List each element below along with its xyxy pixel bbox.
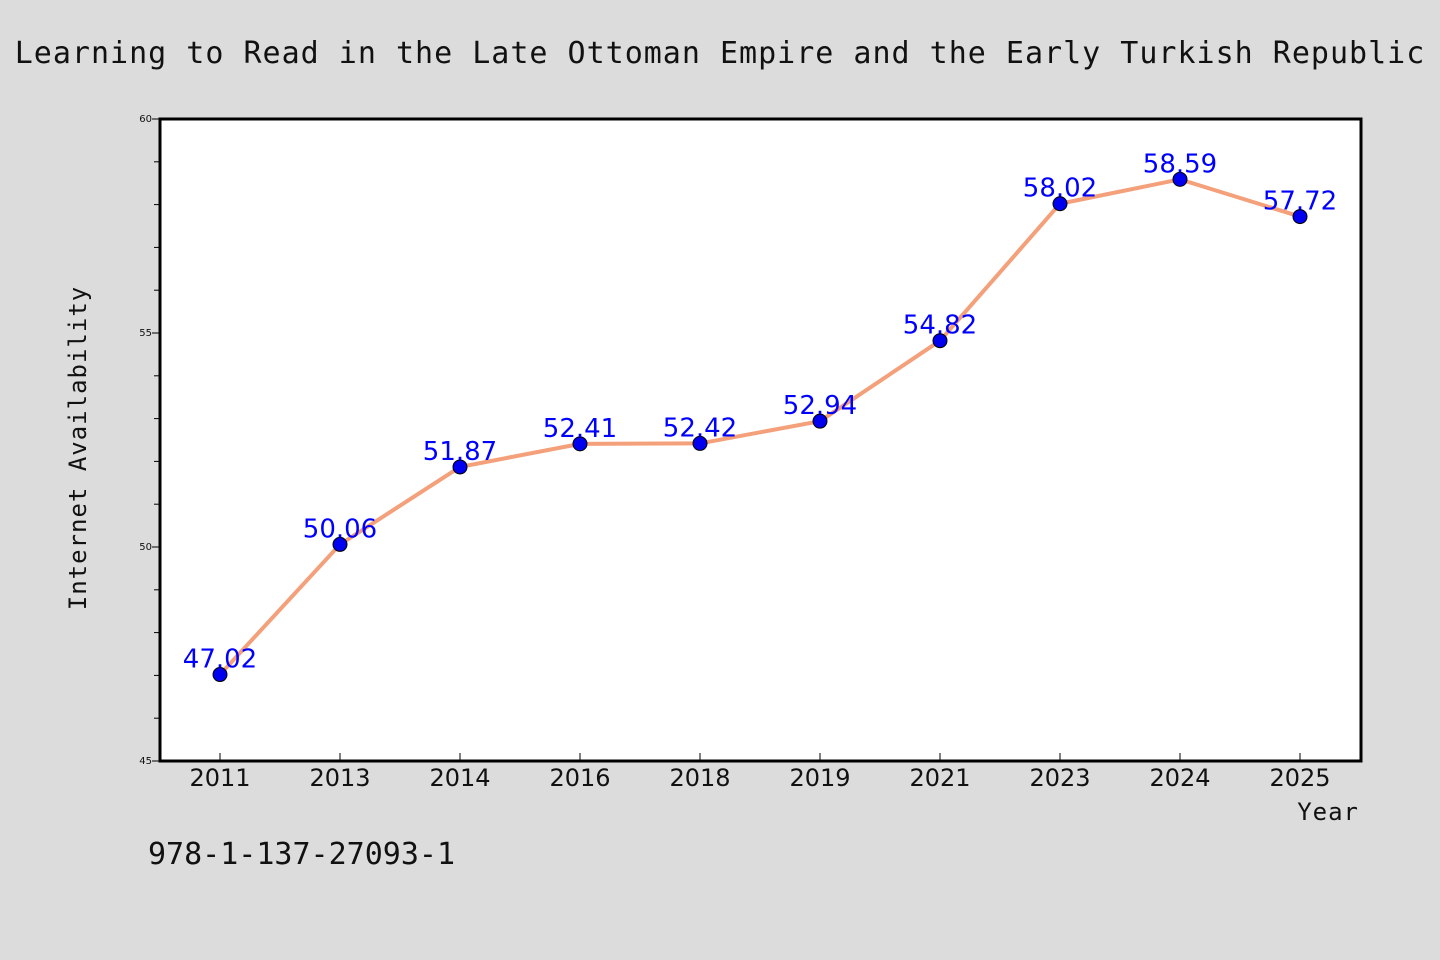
x-tick-label: 2025 xyxy=(1269,764,1330,792)
x-axis-title: Year xyxy=(1297,798,1359,826)
data-label: 47.02 xyxy=(183,645,257,675)
y-tick-label: 50 xyxy=(139,542,152,553)
data-labels: 47.02 50.06 51.87 52.41 52.42 52.94 54.82 58.02… xyxy=(183,149,1337,674)
x-tick-label: 2021 xyxy=(909,764,970,792)
data-point xyxy=(1052,196,1068,212)
data-point xyxy=(212,667,228,683)
y-tick-label: 60 xyxy=(139,114,152,125)
data-label: 58.59 xyxy=(1143,149,1217,179)
x-tick-label: 2013 xyxy=(309,764,370,792)
data-label: 52.42 xyxy=(663,413,737,443)
y-tick-label: 45 xyxy=(139,756,152,767)
data-point xyxy=(692,435,708,451)
data-label: 50.06 xyxy=(303,514,377,544)
x-tick-label: 2014 xyxy=(429,764,490,792)
chart-title: Learning to Read in the Late Ottoman Emp… xyxy=(15,36,1426,71)
data-point xyxy=(1292,209,1308,225)
x-tick-label: 2023 xyxy=(1029,764,1090,792)
plot-area xyxy=(158,117,1363,763)
data-point xyxy=(1172,171,1188,187)
data-point xyxy=(932,333,948,349)
data-label: 54.82 xyxy=(903,311,977,341)
series-line xyxy=(218,177,1301,676)
data-label: 52.94 xyxy=(783,391,857,421)
data-point xyxy=(812,413,828,429)
data-label: 51.87 xyxy=(423,437,497,467)
x-tick-label: 2016 xyxy=(549,764,610,792)
data-point xyxy=(572,436,588,452)
x-tick-label: 2024 xyxy=(1149,764,1210,792)
data-series xyxy=(212,171,1308,683)
x-axis: 2011 2013 2014 2016 2018 2019 2021 2023 2024 2025 xyxy=(189,753,1331,792)
data-point xyxy=(332,536,348,552)
data-point xyxy=(452,459,468,475)
isbn-text: 978-1-137-27093-1 xyxy=(148,837,455,872)
y-axis: 45 50 55 60 xyxy=(139,114,160,767)
data-label: 58.02 xyxy=(1023,174,1097,204)
data-label: 57.72 xyxy=(1263,187,1337,217)
x-tick-label: 2018 xyxy=(669,764,730,792)
x-tick-label: 2011 xyxy=(189,764,250,792)
x-tick-label: 2019 xyxy=(789,764,850,792)
data-label: 52.41 xyxy=(543,414,617,444)
y-tick-label: 55 xyxy=(139,328,152,339)
y-axis-title: Internet Availability xyxy=(64,286,92,610)
